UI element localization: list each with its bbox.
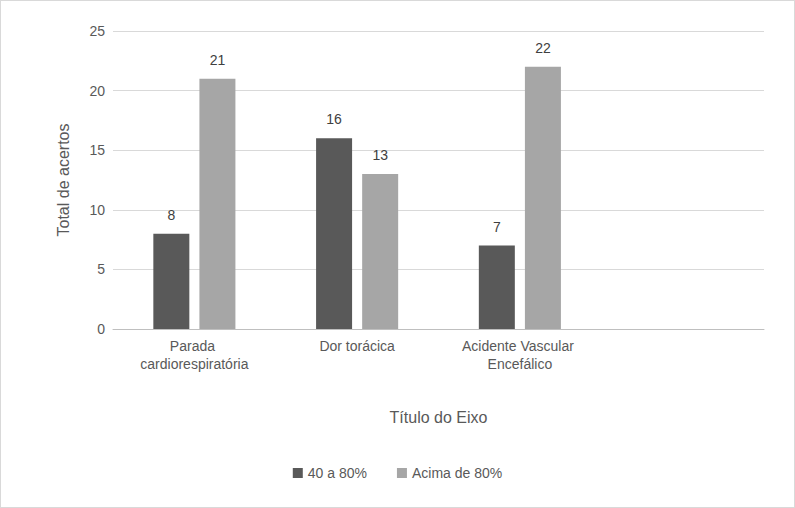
svg-text:0: 0 (97, 321, 105, 337)
svg-text:10: 10 (89, 202, 105, 218)
svg-text:8: 8 (167, 207, 175, 223)
svg-text:Encefálico: Encefálico (488, 356, 553, 372)
svg-text:20: 20 (89, 83, 105, 99)
svg-text:15: 15 (89, 142, 105, 158)
svg-text:cardiorespiratória: cardiorespiratória (140, 356, 248, 372)
svg-text:Acima de 80%: Acima de 80% (412, 465, 502, 481)
svg-text:Título do Eixo: Título do Eixo (390, 409, 488, 426)
svg-text:16: 16 (326, 111, 342, 127)
svg-text:13: 13 (372, 147, 388, 163)
svg-text:21: 21 (210, 52, 226, 68)
svg-text:25: 25 (89, 23, 105, 39)
svg-text:Acidente Vascular: Acidente Vascular (462, 338, 578, 354)
svg-text:Dor torácica: Dor torácica (319, 338, 395, 354)
svg-text:Parada: Parada (170, 338, 219, 354)
svg-text:40 a 80%: 40 a 80% (308, 465, 367, 481)
svg-text:22: 22 (535, 40, 551, 56)
svg-text:5: 5 (97, 261, 105, 277)
svg-text:Total de acertos: Total de acertos (55, 124, 72, 237)
svg-text:7: 7 (493, 219, 501, 235)
